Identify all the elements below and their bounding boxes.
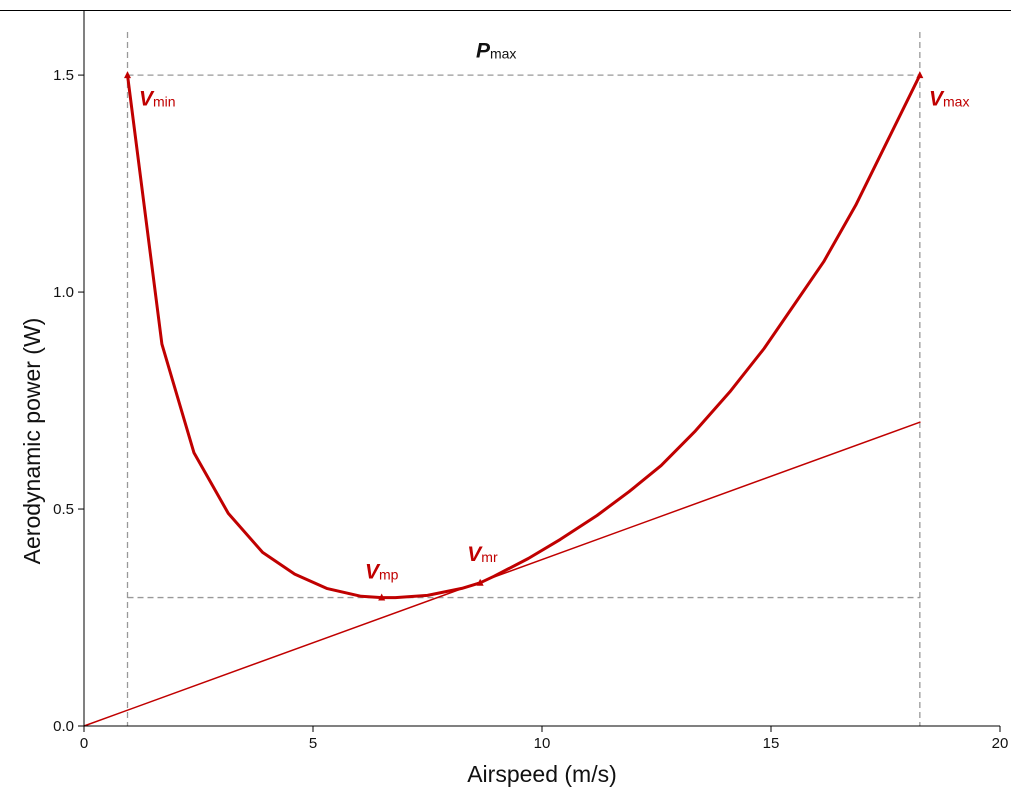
x-ticks: 0 5 10 15 20 <box>80 726 1009 752</box>
y-ticks: 0.0 0.5 1.0 1.5 <box>53 67 84 735</box>
annotation-symbol: V <box>365 560 381 583</box>
annotation-label: Vmp <box>365 560 399 583</box>
annotation-label: Vmr <box>467 543 498 566</box>
annotation-subscript: min <box>153 93 176 109</box>
axes <box>83 10 1000 727</box>
series-lines <box>83 73 922 727</box>
tangent-line <box>83 421 921 727</box>
annotation-subscript: max <box>943 93 969 109</box>
x-tick-label: 10 <box>534 735 551 752</box>
point-markers <box>124 71 924 601</box>
y-tick-label: 1.0 <box>53 284 74 301</box>
y-tick-label: 1.5 <box>53 67 74 84</box>
x-tick-label: 15 <box>763 735 780 752</box>
annotation-subscript: mr <box>481 549 498 565</box>
annotation-subscript: mp <box>379 566 399 582</box>
annotation-label: Vmax <box>929 87 969 110</box>
annotation-symbol: V <box>929 87 945 110</box>
annotation-label: Vmin <box>139 87 176 110</box>
point-marker <box>378 593 386 601</box>
x-tick-label: 0 <box>80 735 88 752</box>
x-tick-label: 5 <box>309 735 317 752</box>
y-tick-label: 0.5 <box>53 501 74 518</box>
point-marker <box>476 578 484 586</box>
annotation-symbol: V <box>467 543 483 566</box>
y-axis-title: Aerodynamic power (W) <box>19 318 45 565</box>
reference-lines <box>126 32 921 726</box>
annotation-label: Pmax <box>476 40 516 63</box>
y-tick-label: 0.0 <box>53 718 74 735</box>
x-axis-title: Airspeed (m/s) <box>467 761 617 787</box>
point-marker <box>124 71 132 79</box>
annotation-symbol: P <box>476 40 491 63</box>
annotation-subscript: max <box>490 46 516 62</box>
annotation-symbol: V <box>139 87 155 110</box>
point-marker <box>916 71 924 79</box>
power-curve-line <box>126 73 922 600</box>
x-tick-label: 20 <box>992 735 1009 752</box>
